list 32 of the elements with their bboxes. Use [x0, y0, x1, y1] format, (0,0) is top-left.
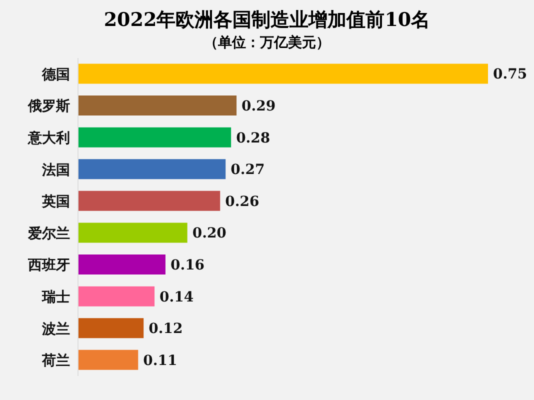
- data-label: 0.26: [225, 194, 260, 210]
- bar: [78, 127, 232, 148]
- data-label: 0.16: [170, 257, 205, 274]
- y-tick-label: 德国: [41, 66, 70, 83]
- data-label: 0.14: [160, 289, 194, 306]
- data-label: 0.11: [143, 352, 178, 369]
- bar: [78, 159, 226, 180]
- y-tick-label: 瑞士: [41, 289, 70, 306]
- y-tick-label: 英国: [41, 194, 70, 210]
- bar: [78, 286, 155, 306]
- y-tick-label: 荷兰: [41, 352, 70, 370]
- y-tick-label: 爱尔兰: [27, 224, 70, 242]
- data-label: 0.12: [148, 321, 183, 338]
- data-label: 0.20: [192, 226, 227, 242]
- data-label: 0.75: [493, 66, 528, 83]
- y-tick-label: 法国: [41, 162, 70, 178]
- bar: [78, 222, 188, 243]
- chart-title: 2022年欧洲各国制造业增加值前10名: [102, 8, 432, 32]
- bar: [78, 350, 138, 370]
- y-tick-label: 波兰: [41, 320, 70, 338]
- data-label: 0.27: [230, 162, 265, 178]
- bar: [78, 254, 166, 275]
- bar: [78, 190, 220, 211]
- data-label: 0.29: [242, 98, 276, 114]
- bar: [78, 96, 237, 116]
- y-tick-label: 意大利: [27, 129, 70, 146]
- chart-subtitle: （单位：万亿美元）: [203, 34, 331, 53]
- y-tick-label: 俄罗斯: [27, 98, 70, 115]
- bar: [78, 318, 144, 338]
- bar: [78, 64, 488, 84]
- data-label: 0.28: [236, 130, 270, 146]
- y-tick-label: 西班牙: [27, 258, 70, 274]
